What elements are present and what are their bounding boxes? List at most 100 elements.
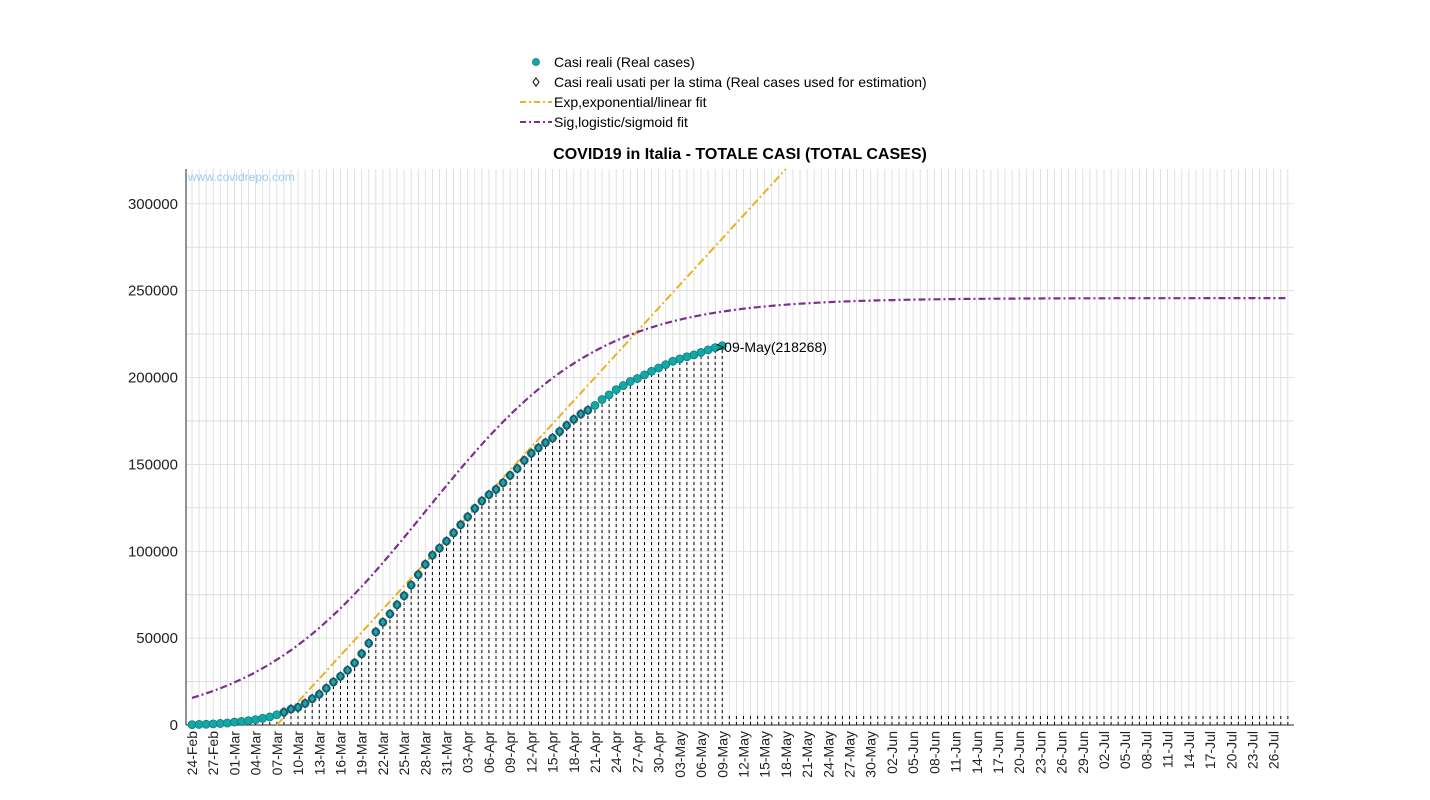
x-tick-label: 30-May [863, 731, 879, 778]
x-tick-label: 11-Jul [1160, 731, 1176, 768]
legend: Casi reali (Real cases) Casi reali usati … [520, 54, 927, 130]
real-case-point [654, 363, 664, 373]
x-tick-label: 07-Mar [269, 731, 285, 776]
real-case-point [633, 374, 642, 383]
estimation-point [329, 676, 338, 688]
x-tick-label: 11-Jun [948, 731, 964, 773]
estimation-point [400, 590, 409, 602]
y-tick-label: 250000 [128, 283, 178, 300]
x-tick-label: 27-Apr [629, 731, 645, 773]
x-tick-label: 15-Apr [545, 731, 561, 773]
real-case-point [611, 385, 621, 395]
x-tick-label: 28-Mar [417, 731, 433, 776]
legend-label-real: Casi reali (Real cases) [554, 54, 695, 70]
x-tick-label: 14-Jun [969, 731, 985, 774]
real-case-point [597, 395, 607, 404]
y-tick-label: 150000 [128, 456, 178, 473]
estimation-point [308, 693, 317, 705]
estimation-point [470, 503, 479, 514]
estimation-point [562, 420, 571, 431]
chart-title: COVID19 in Italia - TOTALE CASI (TOTAL C… [553, 146, 927, 163]
real-case-point [618, 381, 628, 390]
x-tick-label: 22-Mar [375, 731, 391, 776]
legend-label-exp: Exp,exponential/linear fit [554, 94, 707, 110]
legend-label-est: Casi reali usati per la stima (Real case… [554, 74, 927, 90]
estimation-point [555, 426, 564, 437]
estimation-point [315, 688, 324, 700]
estimation-point [569, 413, 578, 425]
x-tick-label: 31-Mar [439, 731, 455, 776]
last-value-annotation: >09-May(218268) [716, 339, 827, 355]
estimation-point [477, 495, 486, 507]
estimation-point [336, 671, 345, 682]
x-tick-label: 18-May [778, 731, 794, 778]
estimation-point [435, 542, 444, 554]
estimation-point [371, 626, 380, 638]
estimation-point [534, 442, 543, 454]
x-tick-label: 29-Jun [1075, 731, 1091, 774]
x-tick-label: 21-May [799, 731, 815, 778]
y-tick-label: 0 [170, 717, 178, 734]
x-tick-label: 08-Jun [926, 731, 942, 774]
y-tick-labels: 0 50000 100000 150000 200000 250000 300000 [128, 196, 178, 734]
estimation-point [541, 437, 550, 449]
x-tick-label: 27-Feb [205, 731, 221, 776]
estimation-point [301, 698, 310, 709]
estimation-point [548, 432, 557, 444]
x-tick-label: 26-Jun [1054, 731, 1070, 774]
x-tick-label: 18-Apr [566, 731, 582, 773]
estimation-point [364, 637, 373, 649]
x-tick-label: 23-Jul [1245, 731, 1261, 769]
legend-real-marker [532, 58, 540, 66]
estimation-point [456, 519, 465, 531]
estimation-point [576, 408, 585, 420]
legend-estimation-marker [532, 77, 540, 87]
x-tick-label: 03-May [672, 731, 688, 778]
y-tick-label: 100000 [128, 543, 178, 560]
estimation-point [279, 706, 288, 718]
real-case-point [258, 713, 268, 723]
estimation-point [492, 484, 501, 495]
estimation-point [350, 657, 359, 669]
x-tick-label: 15-May [757, 731, 773, 778]
sigmoid-fit-series [191, 297, 1288, 699]
x-tick-label: 03-Apr [460, 731, 476, 773]
x-tick-label: 27-May [842, 731, 858, 778]
legend-label-sig: Sig,logistic/sigmoid fit [554, 114, 688, 130]
estimation-point [463, 511, 472, 523]
x-tick-label: 06-Apr [481, 731, 497, 773]
x-tick-label: 06-May [693, 731, 709, 778]
real-case-point [647, 366, 656, 376]
axes [185, 169, 1294, 726]
estimation-point [527, 447, 536, 459]
estimation-point [442, 535, 451, 547]
x-tick-label: 24-Feb [184, 731, 200, 776]
real-case-point [604, 390, 614, 400]
x-tick-label: 17-Jun [990, 731, 1006, 774]
x-tick-label: 04-Mar [248, 731, 264, 776]
x-tick-label: 16-Mar [332, 731, 348, 776]
estimation-point [393, 599, 402, 611]
x-tick-label: 21-Apr [587, 731, 603, 773]
x-tick-label: 05-Jun [905, 731, 921, 774]
estimation-point [506, 470, 515, 481]
y-tick-label: 200000 [128, 370, 178, 387]
estimation-point [421, 558, 430, 570]
x-tick-label: 05-Jul [1117, 731, 1133, 769]
x-tick-label: 12-Apr [523, 731, 539, 773]
real-case-point [251, 715, 261, 725]
x-tick-label: 01-Mar [226, 731, 242, 776]
x-tick-label: 19-Mar [354, 731, 370, 776]
estimation-point [343, 664, 352, 676]
estimation-point [322, 682, 331, 694]
estimation-point [357, 648, 366, 660]
x-tick-label: 10-Mar [290, 731, 306, 776]
x-tick-label: 25-Mar [396, 731, 412, 776]
exp-fit-line [276, 168, 787, 726]
estimation-point [286, 703, 295, 715]
x-tick-label: 09-Apr [502, 731, 518, 773]
x-tick-label: 20-Jul [1223, 731, 1239, 769]
estimation-point [294, 702, 303, 713]
real-case-point [640, 370, 649, 380]
